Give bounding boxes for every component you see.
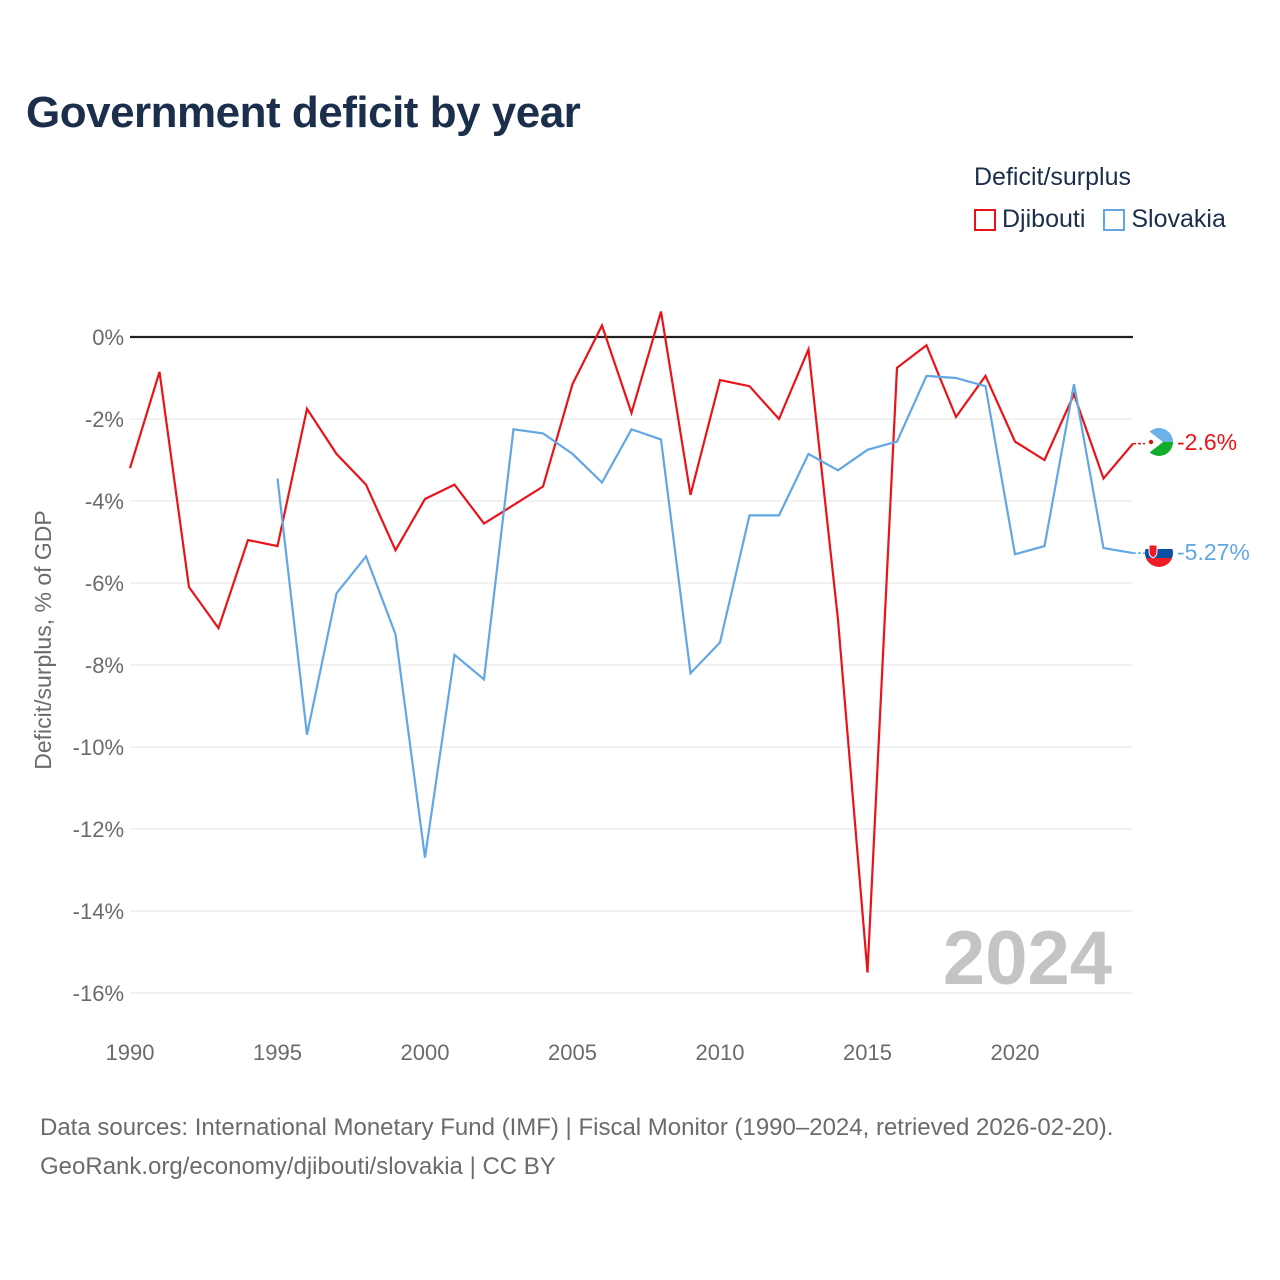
- x-tick-label: 2010: [696, 1040, 745, 1065]
- series-line-slovakia: [276, 374, 1134, 858]
- series-line-djibouti: [128, 311, 1134, 973]
- y-tick-label: -6%: [85, 571, 124, 596]
- end-label-djibouti: -2.6%: [1177, 429, 1237, 455]
- y-tick-label: -4%: [85, 489, 124, 514]
- x-tick-label: 1990: [106, 1040, 155, 1065]
- legend-swatch-djibouti: [974, 208, 996, 231]
- slovakia-flag-icon: [1145, 539, 1173, 567]
- year-watermark: 2024: [943, 916, 1112, 1001]
- x-tick-label: 2015: [843, 1040, 892, 1065]
- y-tick-label: -16%: [73, 981, 124, 1006]
- y-tick-label: -2%: [85, 407, 124, 432]
- legend-item-slovakia[interactable]: Slovakia: [1103, 205, 1226, 234]
- legend-item-djibouti[interactable]: Djibouti: [974, 205, 1085, 234]
- y-tick-label: -14%: [73, 899, 124, 924]
- x-tick-label: 1995: [253, 1040, 302, 1065]
- source-line-1: Data sources: International Monetary Fun…: [40, 1114, 1114, 1141]
- legend-label-slovakia: Slovakia: [1131, 205, 1226, 233]
- y-axis-label: Deficit/surplus, % of GDP: [30, 510, 56, 769]
- x-tick-label: 2005: [548, 1040, 597, 1065]
- legend-label-djibouti: Djibouti: [1002, 205, 1086, 233]
- y-tick-label: 0%: [92, 325, 124, 350]
- legend-title: Deficit/surplus: [974, 163, 1131, 191]
- legend: Djibouti Slovakia: [974, 205, 1244, 234]
- source-note: Data sources: International Monetary Fun…: [40, 1108, 1113, 1186]
- x-tick-label: 2020: [991, 1040, 1040, 1065]
- y-tick-label: -10%: [73, 735, 124, 760]
- y-tick-label: -12%: [73, 817, 124, 842]
- source-line-2[interactable]: GeoRank.org/economy/djibouti/slovakia | …: [40, 1153, 556, 1180]
- x-tick-label: 2000: [401, 1040, 450, 1065]
- y-tick-label: -8%: [85, 653, 124, 678]
- chart-title: Government deficit by year: [26, 88, 581, 137]
- end-label-slovakia: -5.27%: [1177, 539, 1250, 565]
- djibouti-flag-icon: [1145, 428, 1173, 456]
- legend-swatch-slovakia: [1103, 208, 1126, 231]
